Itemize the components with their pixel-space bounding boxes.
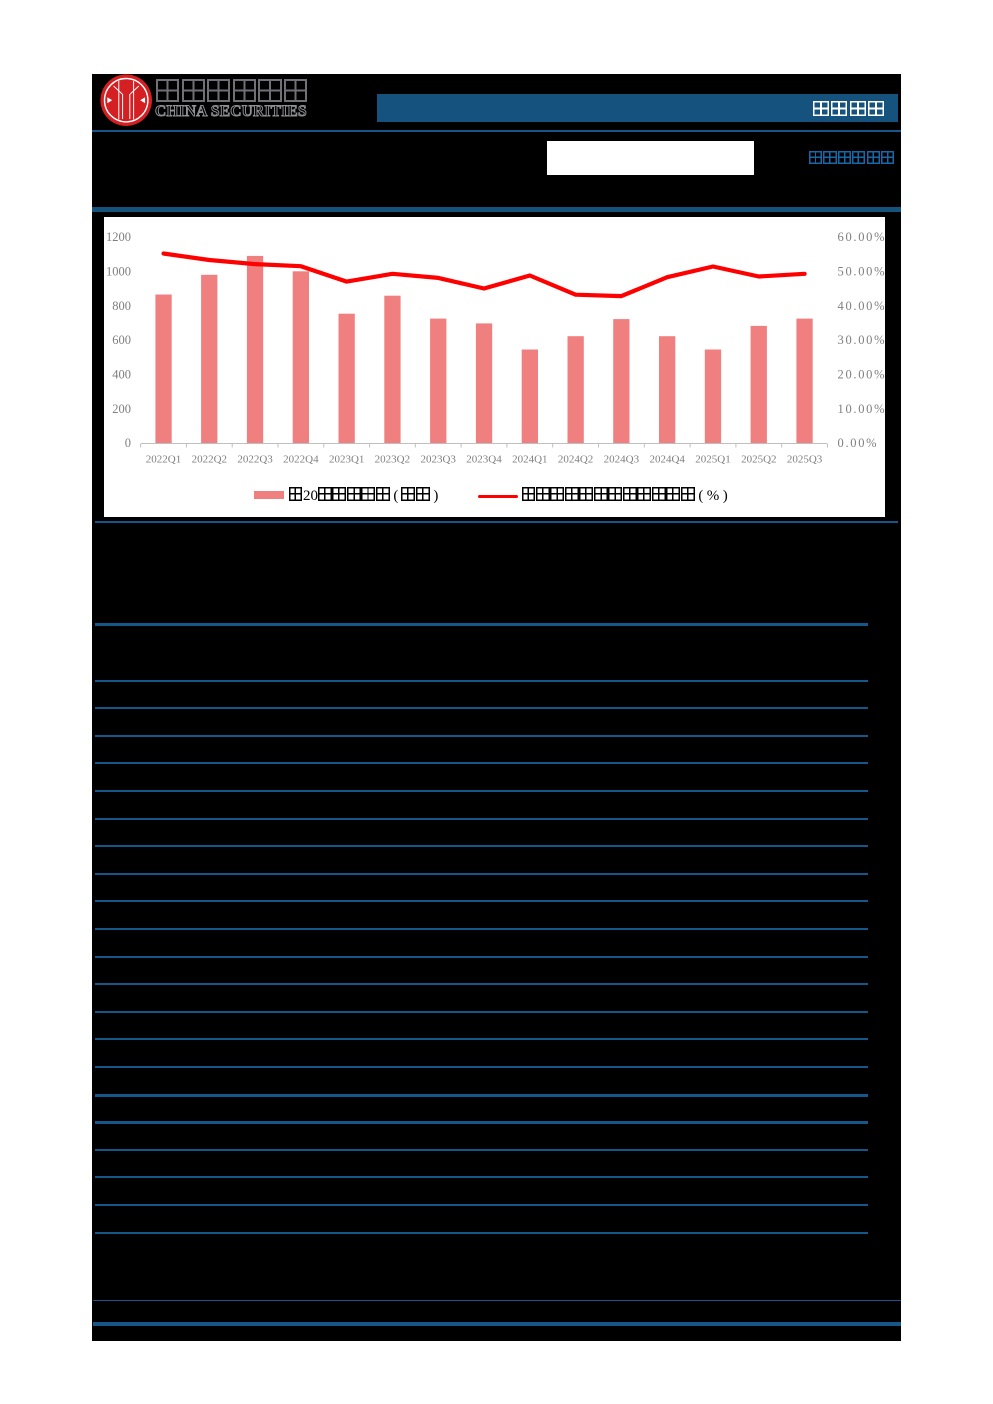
svg-text:2025Q1: 2025Q1 [695,454,730,466]
svg-text:40.00%: 40.00% [838,299,886,313]
svg-text:200: 200 [112,402,131,416]
svg-text:20.00%: 20.00% [838,368,886,382]
svg-text:2024Q4: 2024Q4 [649,454,685,466]
svg-text:30.00%: 30.00% [838,333,886,347]
svg-text:1200: 1200 [106,230,131,244]
svg-text:10.00%: 10.00% [838,402,886,416]
svg-text:2023Q2: 2023Q2 [375,454,410,466]
svg-text:2022Q2: 2022Q2 [192,454,227,466]
svg-text:2023Q1: 2023Q1 [329,454,364,466]
svg-text:0: 0 [125,436,131,450]
svg-text:50.00%: 50.00% [838,265,886,279]
svg-text:800: 800 [112,299,131,313]
svg-text:60.00%: 60.00% [838,230,886,244]
svg-text:2024Q3: 2024Q3 [604,454,640,466]
svg-text:1000: 1000 [106,265,131,279]
svg-text:2022Q1: 2022Q1 [146,454,181,466]
svg-text:2025Q2: 2025Q2 [741,454,776,466]
svg-text:400: 400 [112,368,131,382]
svg-text:2022Q3: 2022Q3 [237,454,273,466]
svg-text:2024Q2: 2024Q2 [558,454,593,466]
svg-text:0.00%: 0.00% [838,436,879,450]
svg-text:2023Q4: 2023Q4 [466,454,502,466]
svg-text:2025Q3: 2025Q3 [787,454,823,466]
svg-text:600: 600 [112,333,131,347]
svg-text:2023Q3: 2023Q3 [420,454,456,466]
svg-text:2024Q1: 2024Q1 [512,454,547,466]
svg-text:2022Q4: 2022Q4 [283,454,319,466]
